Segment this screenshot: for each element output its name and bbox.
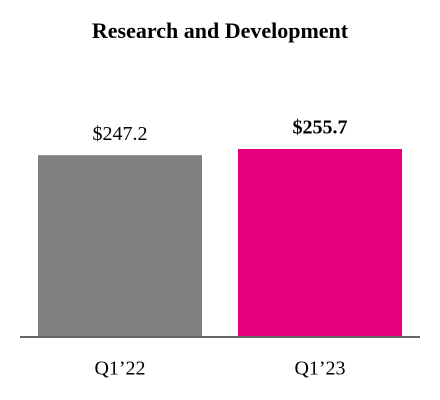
value-label: $255.7 — [293, 117, 348, 139]
chart-title: Research and Development — [92, 18, 349, 43]
bar — [38, 155, 202, 336]
bar — [238, 149, 402, 336]
value-label: $247.2 — [93, 123, 148, 145]
x-tick-label: Q1’22 — [94, 358, 145, 380]
x-tick-label: Q1’23 — [294, 358, 345, 380]
